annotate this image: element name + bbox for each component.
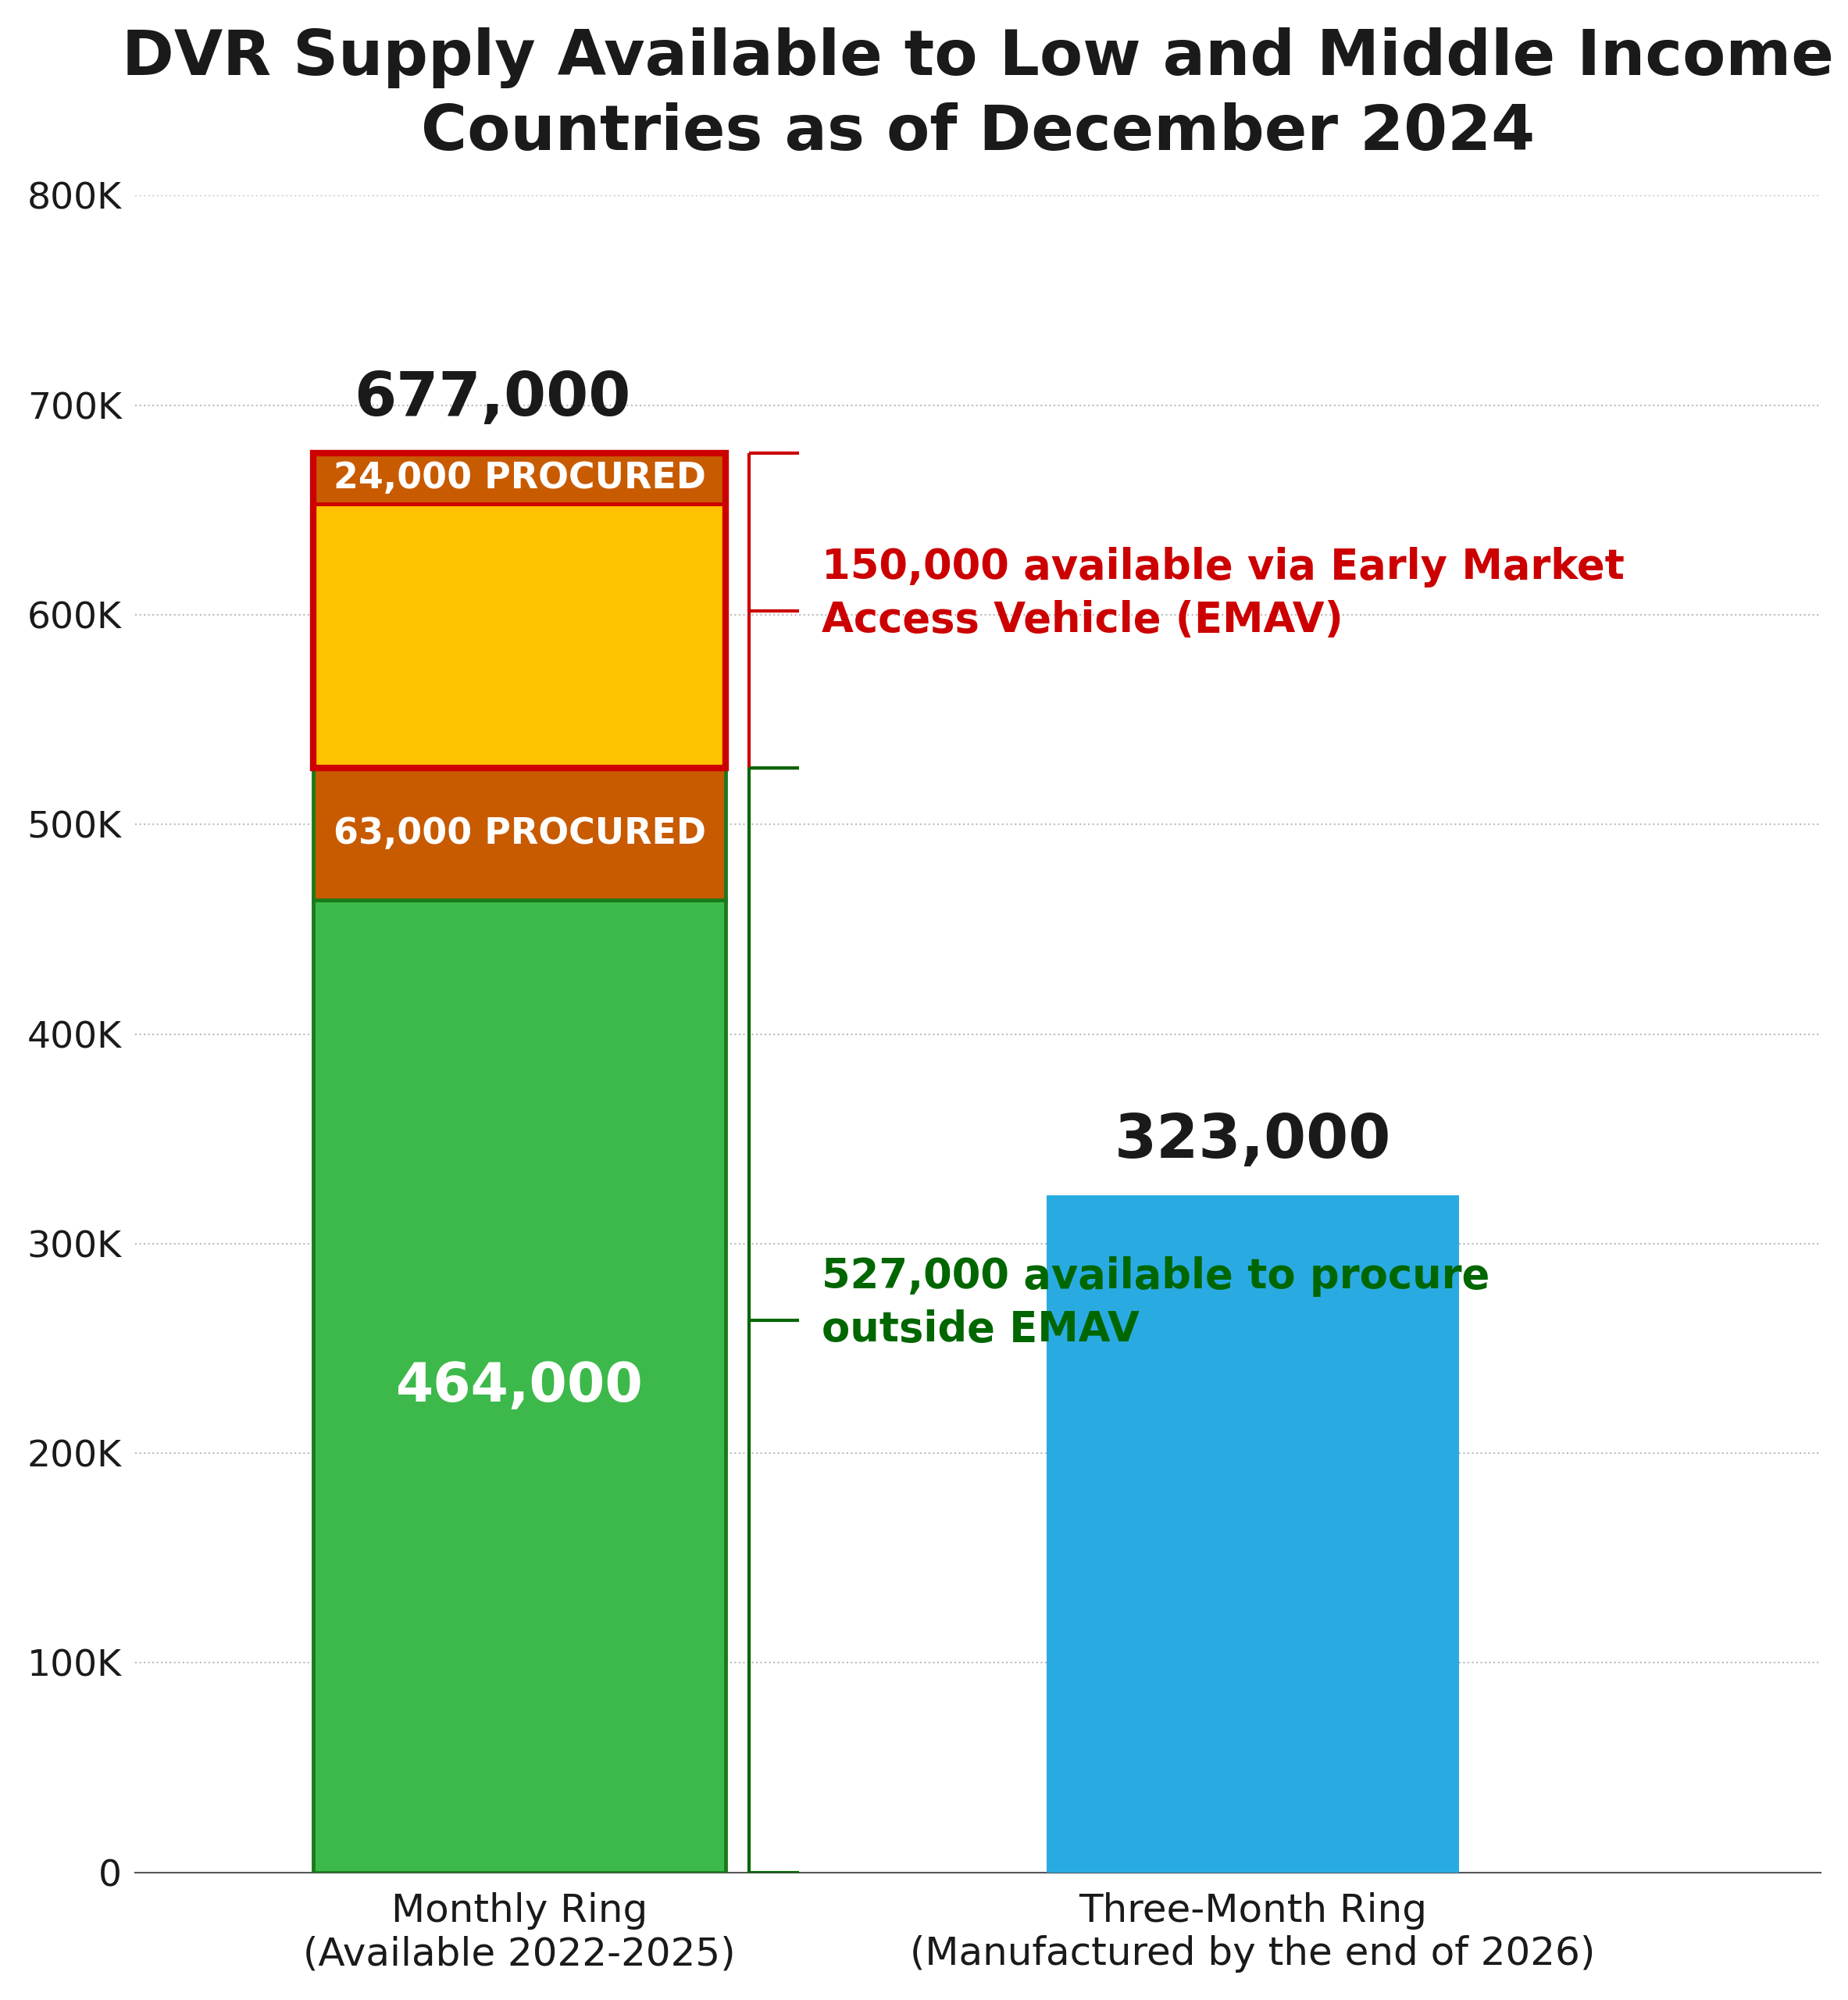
Bar [1046,1196,1458,1872]
Text: 150,000 available via Early Market
Access Vehicle (EMAV): 150,000 available via Early Market Acces… [822,546,1624,640]
Text: 677,000: 677,000 [353,368,630,428]
Text: 63,000 PROCURED: 63,000 PROCURED [333,816,706,852]
Text: 527,000 available to procure
outside EMAV: 527,000 available to procure outside EMA… [822,1256,1489,1350]
Bar [314,454,726,504]
Bar [314,768,726,900]
Text: 24,000 PROCURED: 24,000 PROCURED [333,460,706,496]
Text: 464,000: 464,000 [395,1360,643,1412]
Title: DVR Supply Available to Low and Middle Income
Countries as of December 2024: DVR Supply Available to Low and Middle I… [122,28,1833,164]
Text: 323,000: 323,000 [1114,1110,1392,1170]
Bar [314,504,726,768]
Bar [314,454,726,768]
Bar [314,900,726,1872]
